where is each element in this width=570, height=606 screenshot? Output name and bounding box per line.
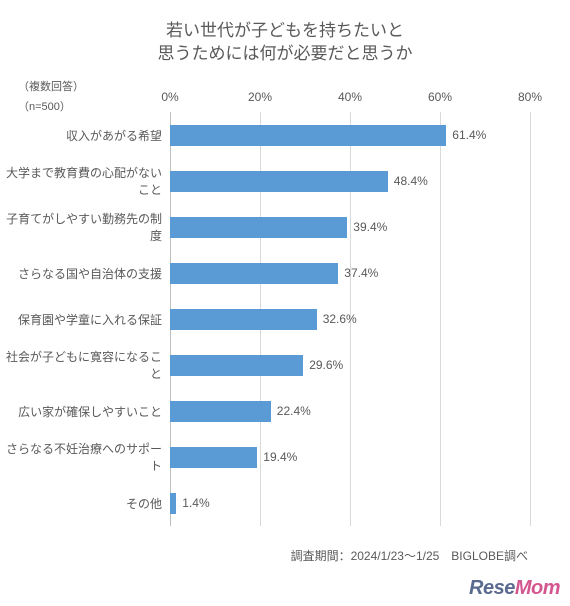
x-axis-tick: 0% [161,90,178,104]
x-axis-tick: 80% [518,90,542,104]
x-axis-tick: 20% [248,90,272,104]
bar-value: 32.6% [323,312,357,326]
meta-multiple-answers: （複数回答） [18,78,84,94]
bar-value: 29.6% [309,358,343,372]
bar-label: 子育てがしやすい勤務先の制度 [0,210,170,244]
bar [170,309,317,330]
bar-value: 37.4% [344,266,378,280]
bar-row: 保育園や学童に入れる保証 32.6% [0,296,530,342]
bar-value: 48.4% [394,174,428,188]
bar [170,171,388,192]
bar-row: 大学まで教育費の心配がないこと 48.4% [0,158,530,204]
bar [170,401,271,422]
chart-title: 若い世代が子どもを持ちたいと 思うためには何が必要だと思うか [0,0,570,66]
bar-cell: 48.4% [170,158,530,204]
bar-cell: 39.4% [170,204,530,250]
bar-cell: 19.4% [170,434,530,480]
bar [170,493,176,514]
bar [170,125,446,146]
bar-label: 社会が子どもに寛容になること [0,348,170,382]
bar-label: 収入があがる希望 [0,127,170,144]
bar [170,355,303,376]
chart-title-line1: 若い世代が子どもを持ちたいと [0,20,570,43]
bar-row: 収入があがる希望 61.4% [0,112,530,158]
bar-value: 39.4% [353,220,387,234]
bar-row: 広い家が確保しやすいこと 22.4% [0,388,530,434]
chart-container: 若い世代が子どもを持ちたいと 思うためには何が必要だと思うか （複数回答） （n… [0,0,570,606]
x-axis-tick: 60% [428,90,452,104]
bar-cell: 1.4% [170,480,530,526]
bar-cell: 29.6% [170,342,530,388]
bar-label: その他 [0,495,170,512]
bar-row: さらなる不妊治療へのサポート 19.4% [0,434,530,480]
bar-value: 19.4% [263,450,297,464]
survey-note: 調査期間：2024/1/23～1/25 BIGLOBE調べ [291,547,528,564]
bar-value: 22.4% [277,404,311,418]
gridline [530,112,531,526]
bar-label: 広い家が確保しやすいこと [0,403,170,420]
bar [170,217,347,238]
meta-block: （複数回答） （n=500） [18,78,84,114]
bar [170,447,257,468]
bar-label: さらなる不妊治療へのサポート [0,440,170,474]
bar-label: 保育園や学童に入れる保証 [0,311,170,328]
bar-label: さらなる国や自治体の支援 [0,265,170,282]
x-axis-tick: 40% [338,90,362,104]
watermark-logo: ReseMom [469,577,560,600]
chart-area: 0%20%40%60%80% 収入があがる希望61.4%大学まで教育費の心配がな… [0,112,530,526]
chart-title-line2: 思うためには何が必要だと思うか [0,43,570,66]
watermark-mom: Mom [515,577,560,599]
bar-label: 大学まで教育費の心配がないこと [0,164,170,198]
bar-value: 1.4% [182,496,209,510]
bar [170,263,338,284]
bar-value: 61.4% [452,128,486,142]
bar-row: 子育てがしやすい勤務先の制度 39.4% [0,204,530,250]
bar-row: さらなる国や自治体の支援 37.4% [0,250,530,296]
bar-cell: 61.4% [170,112,530,158]
bar-cell: 37.4% [170,250,530,296]
bar-cell: 32.6% [170,296,530,342]
bar-cell: 22.4% [170,388,530,434]
bar-row: 社会が子どもに寛容になること 29.6% [0,342,530,388]
bar-row: その他 1.4% [0,480,530,526]
watermark-rese: Rese [469,577,515,599]
